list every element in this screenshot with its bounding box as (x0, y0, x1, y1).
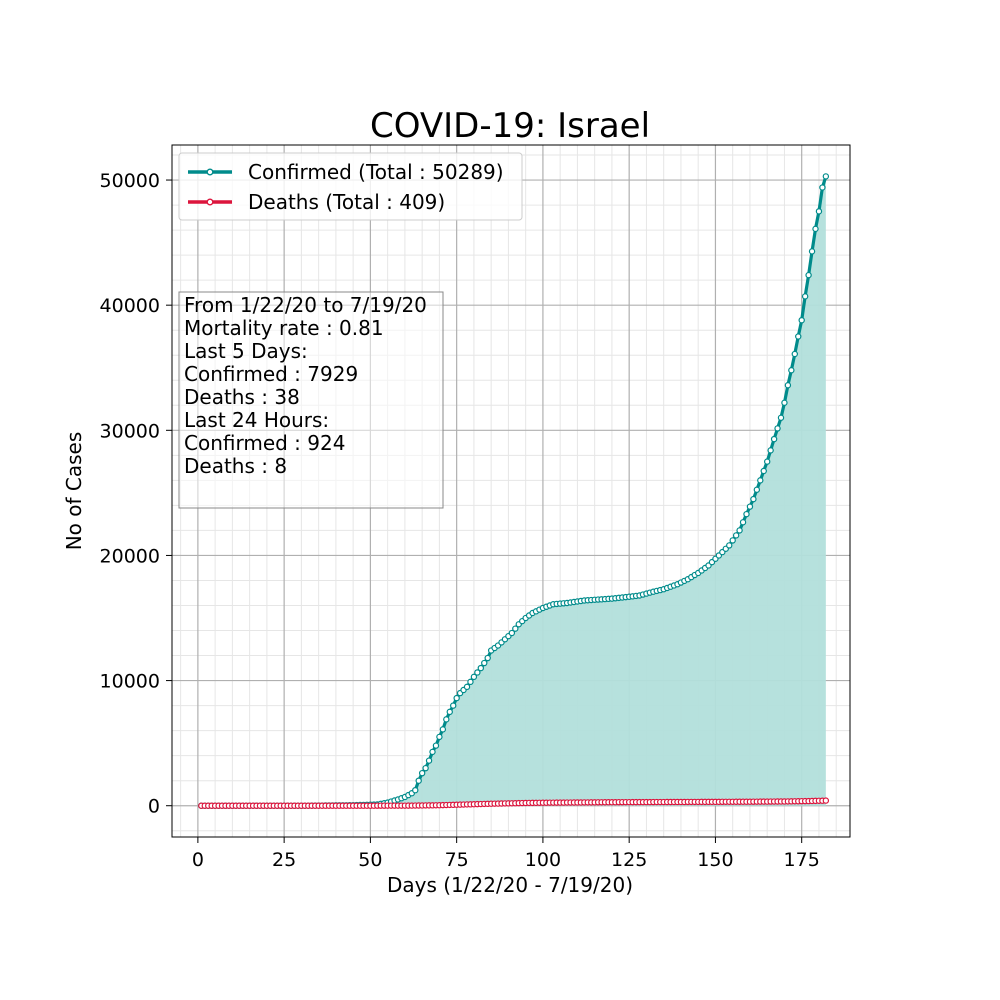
legend-label-confirmed: Confirmed (Total : 50289) (248, 160, 504, 184)
info-last-5-days-deaths: Deaths : 38 (184, 385, 300, 409)
y-tick-label: 40000 (100, 295, 160, 317)
confirmed-point (429, 748, 436, 756)
chart-title: COVID-19: Israel (370, 106, 650, 146)
confirmed-point (805, 271, 812, 279)
series-layer (198, 173, 830, 809)
x-tick-label: 150 (697, 849, 733, 871)
confirmed-point (808, 248, 816, 255)
confirmed-point (436, 733, 443, 741)
legend: Confirmed (Total : 50289) Deaths (Total … (178, 152, 523, 221)
x-tick-label: 175 (784, 849, 820, 871)
y-tick-label: 10000 (100, 671, 160, 693)
confirmed-point (770, 435, 778, 443)
y-tick-label: 0 (148, 796, 160, 818)
confirmed-point (815, 208, 823, 215)
confirmed-point (777, 414, 785, 421)
confirmed-point (746, 503, 754, 510)
confirmed-point (801, 293, 809, 300)
confirmed-point (767, 447, 774, 454)
confirmed-point (736, 527, 743, 534)
confirmed-point (450, 702, 457, 709)
x-tick-label: 125 (611, 849, 647, 871)
confirmed-point (412, 786, 419, 794)
confirmed-area (201, 176, 826, 806)
x-tick-label: 75 (445, 849, 469, 871)
legend-label-deaths: Deaths (Total : 409) (248, 190, 445, 214)
confirmed-point (481, 659, 488, 667)
confirmed-point (474, 669, 481, 676)
confirmed-point (729, 537, 736, 544)
x-tick-label: 50 (358, 849, 382, 871)
deaths-point (822, 797, 830, 804)
confirmed-point (791, 350, 798, 358)
info-date-range: From 1/22/20 to 7/19/20 (184, 293, 427, 317)
info-box: From 1/22/20 to 7/19/20 Mortality rate :… (178, 291, 444, 509)
confirmed-point (432, 742, 440, 749)
confirmed-point (512, 625, 519, 632)
confirmed-point (446, 708, 453, 716)
deaths-series (198, 797, 830, 809)
info-last-5-days-confirmed: Confirmed : 7929 (184, 362, 358, 386)
plot-area-frame (171, 144, 851, 838)
info-last-24-hours-deaths: Deaths : 8 (184, 454, 287, 478)
confirmed-point (812, 225, 819, 233)
confirmed-point (763, 458, 771, 465)
info-last-5-days-heading: Last 5 Days: (184, 339, 308, 363)
x-axis-ticks: 0 25 50 75 100 125 150 175 (192, 837, 820, 871)
y-tick-label: 50000 (100, 170, 160, 192)
info-last-24-hours-confirmed: Confirmed : 924 (184, 431, 345, 455)
confirmed-point (443, 716, 450, 723)
confirmed-point (439, 726, 447, 733)
confirmed-point (819, 184, 826, 191)
confirmed-point (739, 519, 747, 526)
confirmed-point (774, 425, 781, 432)
confirmed-point (757, 477, 764, 484)
info-box-frame (178, 291, 444, 509)
confirmed-point (788, 367, 795, 374)
confirmed-point (477, 664, 485, 672)
confirmed-point (467, 678, 474, 686)
y-tick-label: 20000 (100, 545, 160, 567)
confirmed-point (726, 542, 733, 549)
x-tick-label: 0 (192, 849, 204, 871)
confirmed-point (508, 629, 516, 637)
confirmed-point (425, 757, 433, 764)
legend-frame (178, 152, 523, 221)
confirmed-point (760, 467, 767, 475)
x-tick-label: 25 (272, 849, 296, 871)
info-mortality-rate: Mortality rate : 0.81 (184, 316, 384, 340)
confirmed-point (415, 777, 422, 784)
info-last-24-hours-heading: Last 24 Hours: (184, 408, 329, 432)
confirmed-point (422, 764, 429, 772)
confirmed-point (463, 683, 471, 691)
y-tick-label: 30000 (100, 420, 160, 442)
confirmed-point (822, 173, 830, 180)
confirmed-point (484, 654, 491, 662)
confirmed-point (750, 495, 757, 503)
legend-marker-deaths (206, 198, 214, 206)
confirmed-point (781, 399, 788, 406)
y-axis-ticks: 0 10000 20000 30000 40000 50000 (100, 170, 172, 818)
confirmed-point (753, 486, 761, 493)
confirmed-point (784, 382, 792, 389)
confirmed-point (732, 532, 740, 539)
legend-marker-confirmed (206, 168, 214, 176)
confirmed-point (798, 316, 805, 324)
confirmed-fill-area (201, 176, 826, 806)
y-axis-label: No of Cases (62, 432, 86, 551)
confirmed-point (453, 694, 460, 702)
x-tick-label: 100 (525, 849, 561, 871)
confirmed-point (470, 673, 478, 681)
confirmed-point (795, 333, 802, 340)
confirmed-point (743, 510, 750, 518)
confirmed-point (418, 769, 426, 777)
x-axis-label: Days (1/22/20 - 7/19/20) (387, 873, 633, 897)
